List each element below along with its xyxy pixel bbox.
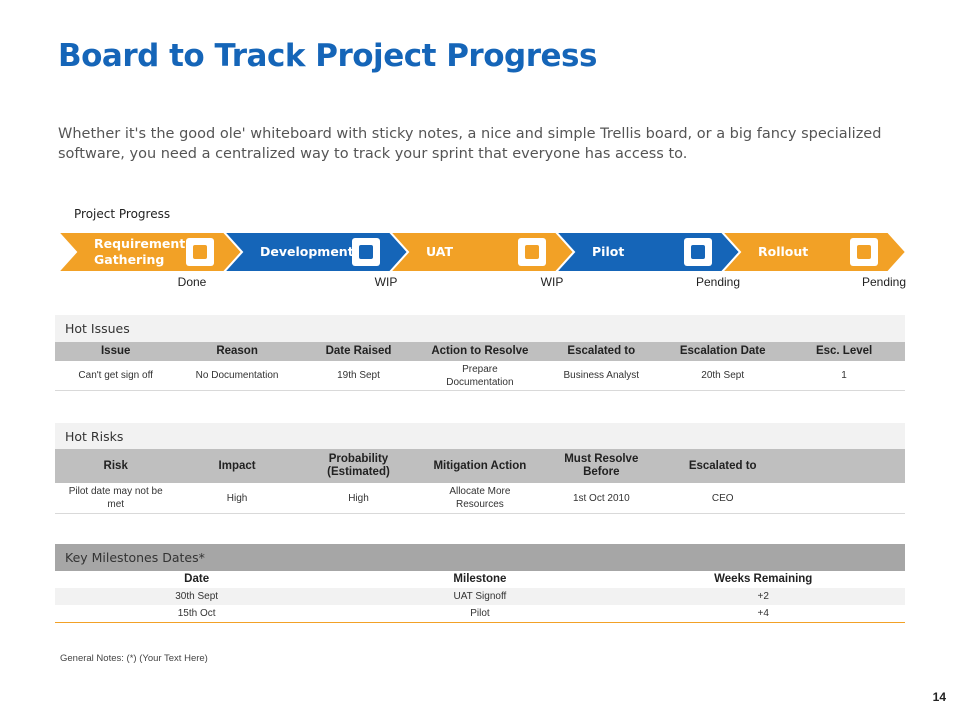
column-header: Must Resolve Before — [564, 453, 639, 478]
stage-name: Rollout — [758, 244, 809, 259]
column-header: Date — [184, 573, 210, 585]
column-header: Impact — [218, 459, 256, 472]
column-header: Action to Resolve — [431, 345, 529, 357]
table-title: Hot Issues — [55, 315, 905, 342]
table-header-bg — [55, 571, 905, 588]
table-cell: +4 — [757, 608, 769, 619]
table-cell: 15th Oct — [177, 608, 216, 619]
table-bottom-line — [55, 390, 905, 391]
table-row — [55, 483, 905, 513]
table-row — [55, 588, 905, 605]
progress-label: Project Progress — [74, 207, 171, 221]
column-header: Risk — [103, 459, 128, 472]
stage-name: Requirement Gathering — [94, 236, 186, 267]
table-row — [55, 605, 905, 622]
column-header: Escalation Date — [679, 345, 766, 357]
table-cell: High — [226, 492, 248, 504]
table-title: Hot Risks — [55, 423, 905, 449]
page-number: 14 — [932, 690, 946, 704]
table-cell: Pilot — [470, 608, 490, 619]
column-header: Reason — [216, 345, 258, 357]
stage-status: WIP — [540, 275, 564, 289]
stage-status: Pending — [861, 275, 907, 289]
stage-name: UAT — [426, 244, 453, 259]
table-cell: UAT Signoff — [453, 591, 507, 602]
table-cell: 1st Oct 2010 — [572, 492, 630, 504]
column-header: Issue — [100, 345, 131, 357]
subtitle: Whether it's the good ole' whiteboard wi… — [58, 126, 882, 162]
table-cell: Pilot date may not be met — [68, 486, 163, 510]
title: Board to Track Project Progress — [58, 38, 597, 74]
table-cell: 20th Sept — [701, 370, 745, 381]
stage-icon-glyph — [525, 245, 539, 259]
table-cell: 1 — [841, 370, 847, 381]
table-cell: Can't get sign off — [78, 370, 153, 381]
stage-icon-glyph — [193, 245, 207, 259]
notes: General Notes: (*) (Your Text Here) — [60, 653, 208, 664]
table-cell: Allocate More Resources — [449, 486, 511, 510]
stage-name: Development — [260, 244, 354, 259]
table-bottom-line — [55, 622, 905, 623]
column-header: Date Raised — [325, 345, 392, 357]
column-header: Milestone — [453, 573, 507, 585]
table-cell: High — [348, 492, 369, 504]
stage-status: Pending — [695, 275, 741, 289]
table-cell: Business Analyst — [563, 370, 640, 381]
column-header: Escalated to — [688, 459, 757, 472]
stage-status: WIP — [374, 275, 398, 289]
table-cell: CEO — [711, 492, 734, 504]
stage-icon-glyph — [359, 245, 373, 259]
table-bottom-line — [55, 513, 905, 514]
table-cell: Prepare Documentation — [446, 363, 514, 388]
column-header: Weeks Remaining — [714, 573, 813, 585]
column-header: Probability (Estimated) — [327, 453, 390, 478]
stage-icon-glyph — [857, 245, 871, 259]
stage-name: Pilot — [592, 244, 625, 259]
table-header-bg — [55, 342, 905, 361]
table-header-bg — [55, 449, 905, 483]
column-header: Esc. Level — [815, 345, 873, 357]
table-row — [55, 361, 905, 390]
table-cell: No Documentation — [195, 370, 279, 381]
table-cell: 19th Sept — [337, 370, 380, 381]
stage-icon-glyph — [691, 245, 705, 259]
table-cell: 30th Sept — [175, 591, 219, 602]
table-cell: +2 — [757, 591, 769, 602]
column-header: Mitigation Action — [433, 459, 527, 472]
column-header: Escalated to — [567, 345, 636, 357]
table-title: Key Milestones Dates* — [55, 544, 905, 571]
stage-status: Done — [177, 275, 207, 289]
